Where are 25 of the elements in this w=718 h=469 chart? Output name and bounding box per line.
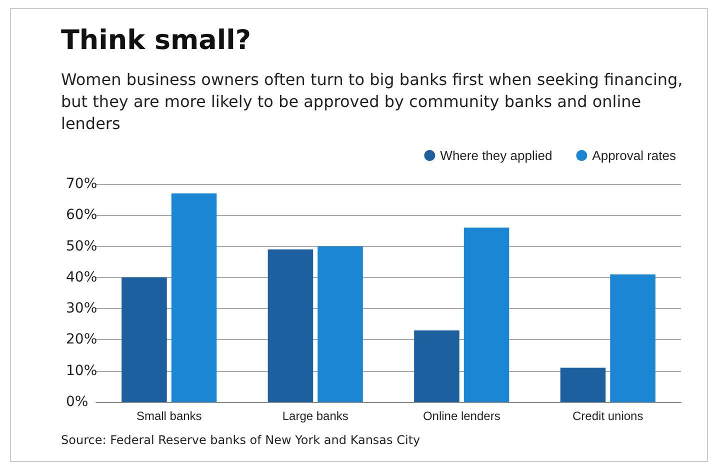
x-tick-label: Large banks — [282, 409, 348, 423]
legend-label: Approval rates — [592, 148, 676, 163]
source-note: Source: Federal Reserve banks of New York and Kansas City — [61, 433, 420, 447]
y-tick-label: 60% — [66, 207, 98, 224]
x-tick-label: Online lenders — [422, 409, 500, 423]
bar — [318, 246, 363, 402]
legend-label: Where they applied — [440, 148, 552, 163]
y-tick-label: 70% — [66, 176, 98, 192]
y-tick-label: 10% — [66, 362, 98, 379]
chart-subtitle: Women business owners often turn to big banks first when seeking financing, but they are more likely to be approved by community banks and online lenders — [61, 69, 684, 135]
chart-title: Think small? — [61, 25, 252, 56]
x-tick-label: Credit unions — [572, 409, 644, 423]
bar — [464, 228, 510, 402]
y-tick-label: 20% — [66, 332, 98, 348]
x-tick-label: Small banks — [136, 409, 202, 423]
y-tick-label: 50% — [66, 238, 98, 254]
y-tick-label: 40% — [66, 269, 98, 286]
bar — [414, 330, 460, 402]
bar — [122, 277, 167, 402]
bar — [610, 274, 656, 402]
y-tick-label: 0% — [66, 394, 88, 410]
bar — [171, 193, 217, 402]
bar — [560, 368, 606, 402]
bar — [268, 249, 314, 402]
y-tick-label: 30% — [66, 300, 98, 317]
